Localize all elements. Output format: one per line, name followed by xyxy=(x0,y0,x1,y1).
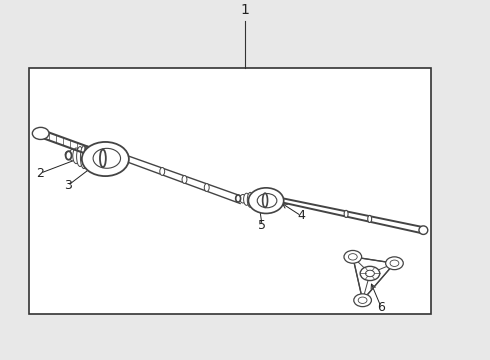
Text: 6: 6 xyxy=(377,301,385,314)
Text: 2: 2 xyxy=(36,167,44,180)
Ellipse shape xyxy=(92,150,98,168)
Bar xyxy=(29,68,431,314)
Ellipse shape xyxy=(82,142,129,176)
Circle shape xyxy=(390,260,399,266)
Ellipse shape xyxy=(160,167,165,175)
Ellipse shape xyxy=(99,156,106,166)
Ellipse shape xyxy=(251,193,257,207)
Ellipse shape xyxy=(88,148,95,169)
Ellipse shape xyxy=(248,188,284,213)
Circle shape xyxy=(354,294,371,307)
Ellipse shape xyxy=(262,199,268,205)
Ellipse shape xyxy=(255,195,261,207)
Text: 3: 3 xyxy=(64,179,72,192)
Ellipse shape xyxy=(257,194,277,208)
Ellipse shape xyxy=(182,176,187,183)
Ellipse shape xyxy=(84,146,91,170)
Ellipse shape xyxy=(80,146,87,168)
Ellipse shape xyxy=(263,193,268,207)
Ellipse shape xyxy=(244,193,249,205)
Ellipse shape xyxy=(236,195,241,202)
Ellipse shape xyxy=(69,149,76,161)
Ellipse shape xyxy=(419,226,428,234)
Polygon shape xyxy=(353,257,394,300)
Circle shape xyxy=(360,266,380,280)
Ellipse shape xyxy=(236,196,242,201)
Circle shape xyxy=(366,270,374,276)
Ellipse shape xyxy=(240,194,246,203)
Circle shape xyxy=(344,251,362,263)
Ellipse shape xyxy=(96,153,102,167)
Circle shape xyxy=(32,127,49,139)
Ellipse shape xyxy=(344,210,348,217)
Text: 1: 1 xyxy=(241,3,249,17)
Ellipse shape xyxy=(100,149,106,167)
Ellipse shape xyxy=(204,184,209,192)
Ellipse shape xyxy=(247,192,253,207)
Ellipse shape xyxy=(76,147,83,166)
Circle shape xyxy=(348,254,357,260)
Ellipse shape xyxy=(368,215,371,222)
Ellipse shape xyxy=(93,148,121,168)
Ellipse shape xyxy=(66,151,72,160)
Circle shape xyxy=(386,257,403,270)
Text: 4: 4 xyxy=(297,210,305,222)
Circle shape xyxy=(358,297,367,303)
Ellipse shape xyxy=(258,197,264,206)
Ellipse shape xyxy=(73,148,80,164)
Text: 5: 5 xyxy=(258,219,266,232)
Ellipse shape xyxy=(65,151,72,158)
